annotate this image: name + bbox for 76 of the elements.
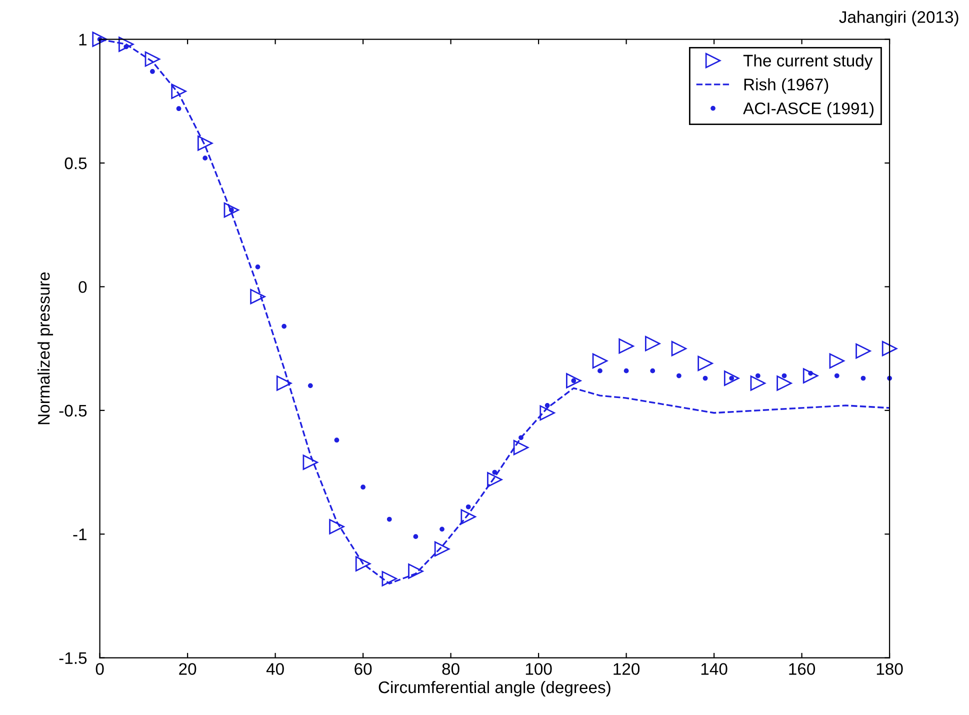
x-tick-label: 80: [442, 663, 460, 675]
point: [724, 370, 740, 386]
point: [882, 340, 898, 356]
point: [171, 84, 186, 99]
point: [118, 36, 134, 52]
point: [487, 472, 502, 488]
point: [802, 368, 818, 384]
x-tick-label: 40: [266, 663, 284, 675]
point: [671, 340, 687, 356]
point: [408, 564, 424, 579]
point: [466, 504, 471, 510]
y-tick-label: 1: [79, 34, 86, 46]
x-axis-title: Circumferential angle (degrees): [378, 680, 610, 697]
legend-label: The current study: [743, 54, 873, 70]
point: [460, 509, 476, 524]
point: [624, 368, 629, 374]
point: [334, 438, 340, 443]
point: [698, 356, 713, 372]
point: [176, 106, 182, 112]
point: [386, 516, 392, 522]
point: [644, 336, 660, 352]
point: [513, 440, 529, 456]
point: [856, 343, 871, 359]
point: [592, 353, 608, 369]
point: [282, 324, 287, 329]
point: [382, 570, 398, 586]
point: [360, 484, 366, 490]
point: [755, 373, 760, 378]
point: [702, 376, 708, 381]
point: [440, 526, 444, 532]
point: [782, 373, 787, 378]
point: [834, 373, 840, 378]
point: [202, 156, 208, 161]
point: [492, 470, 498, 475]
point: [144, 51, 160, 67]
x-tick-label: 60: [354, 663, 372, 675]
y-tick-label: 0.5: [64, 157, 87, 170]
point: [650, 368, 656, 374]
point: [750, 376, 766, 391]
point: [197, 136, 213, 151]
point: [329, 519, 344, 534]
point: [776, 376, 792, 391]
point: [860, 376, 866, 381]
x-tick-label: 0: [96, 663, 104, 675]
point: [224, 202, 240, 218]
x-tick-label: 180: [876, 663, 903, 675]
x-tick-label: 100: [526, 663, 552, 675]
legend-label: ACI-ASCE (1991): [743, 102, 874, 118]
y-tick-label: -1: [73, 528, 86, 540]
point: [676, 373, 682, 378]
point: [255, 264, 260, 270]
x-tick-label: 120: [614, 663, 640, 675]
x-tick-label: 160: [789, 663, 816, 675]
point: [92, 32, 108, 47]
point: [518, 435, 524, 440]
point: [598, 368, 602, 374]
point: [355, 556, 371, 572]
x-tick-label: 140: [701, 663, 728, 675]
point: [413, 534, 418, 540]
point: [250, 288, 266, 304]
point: [308, 383, 313, 388]
y-axis-title: Normalized pressure: [38, 272, 54, 424]
y-tick-label: 0: [78, 281, 87, 293]
point: [829, 353, 845, 369]
y-tick-label: -0.5: [59, 404, 87, 417]
legend-label: Rish (1967): [744, 78, 828, 94]
point: [150, 69, 155, 74]
x-tick-label: 20: [179, 663, 196, 675]
point: [618, 338, 634, 354]
y-tick-label: -1.5: [59, 652, 87, 664]
point: [434, 541, 450, 557]
point: [540, 405, 555, 421]
point: [276, 376, 292, 391]
point: [544, 403, 550, 408]
point: [302, 454, 318, 470]
text: Jahangiri (2013): [839, 10, 958, 26]
